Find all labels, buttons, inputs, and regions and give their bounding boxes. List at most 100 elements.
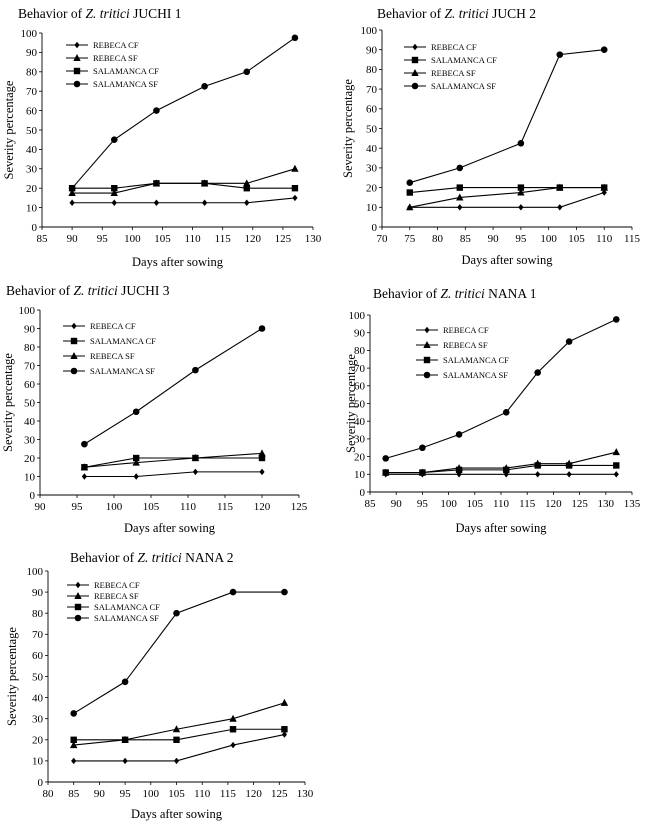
data-point (565, 462, 573, 469)
x-tick-label: 95 (97, 233, 109, 245)
y-tick-label: 20 (354, 451, 366, 463)
series-line (84, 328, 263, 445)
y-tick-label: 30 (366, 163, 378, 175)
data-point (172, 725, 181, 733)
x-tick-label: 105 (568, 233, 585, 245)
x-tick-label: 135 (624, 498, 641, 510)
data-point (80, 463, 89, 471)
data-point (556, 51, 564, 58)
y-tick-label: 10 (24, 471, 36, 483)
data-point (406, 179, 414, 186)
series-line (72, 182, 295, 189)
chart-title-species: Z. tritici (444, 6, 489, 21)
legend-marker (423, 341, 431, 348)
data-point (132, 408, 140, 416)
data-point (110, 189, 118, 197)
y-tick-label: 100 (361, 25, 378, 37)
data-point (517, 139, 525, 147)
legend-marker (411, 69, 419, 76)
data-point (153, 107, 160, 114)
legend-marker (74, 592, 82, 599)
legend-marker (70, 352, 78, 359)
series-rebeca-cf (71, 731, 288, 765)
x-axis-label: Days after sowing (131, 807, 223, 821)
y-tick-label: 10 (354, 469, 366, 481)
y-axis-label: Severity percentage (341, 79, 355, 178)
x-tick-label: 115 (519, 498, 536, 510)
data-point (70, 741, 78, 749)
legend-label: SALAMANCA CF (94, 602, 160, 612)
data-point (243, 68, 251, 76)
chart-panel-3: Behavior of Z. tritici JUCHI 3 0 10 20 30 40 5… (1, 283, 308, 535)
data-point (133, 454, 140, 462)
legend-marker (73, 80, 81, 88)
chart-title: Behavior of Z. tritici NANA 2 (70, 550, 234, 565)
series-rebeca-sf (406, 183, 608, 211)
y-tick-label: 20 (26, 183, 38, 195)
legend-marker (73, 54, 81, 61)
x-tick-label: 90 (391, 498, 403, 510)
legend-label: SALAMANCA SF (93, 79, 158, 89)
series-rebeca-sf (68, 164, 299, 197)
y-tick-label: 80 (32, 608, 44, 620)
legend-marker (423, 356, 431, 364)
legend-label: REBECA CF (94, 580, 140, 590)
x-tick-label: 95 (417, 498, 429, 510)
data-point (613, 471, 619, 478)
data-point (258, 325, 266, 332)
x-tick-label: 70 (377, 233, 389, 245)
x-axis-label: Days after sowing (456, 521, 548, 535)
y-tick-label: 20 (24, 453, 36, 465)
y-tick-label: 80 (24, 342, 36, 354)
y-tick-label: 30 (32, 714, 44, 726)
x-tick-label: 85 (365, 498, 377, 510)
data-point (455, 431, 463, 438)
y-tick-label: 40 (366, 143, 378, 155)
y-tick-label: 0 (30, 490, 36, 502)
x-tick-label: 125 (571, 498, 588, 510)
legend-label: REBECA CF (431, 42, 477, 52)
data-point (122, 757, 128, 765)
x-tick-label: 115 (215, 233, 232, 245)
chart-title-prefix: Behavior of (6, 283, 73, 298)
chart-title-prefix: Behavior of (70, 550, 137, 565)
data-point (230, 741, 236, 749)
y-tick-label: 60 (32, 650, 44, 662)
legend-label: SALAMANCA SF (443, 370, 508, 380)
x-tick-label: 125 (291, 501, 308, 513)
data-point (173, 757, 180, 765)
chart-panel-1: Behavior of Z. tritici JUCHI 1 0 10 20 30 40 5… (2, 6, 322, 269)
chart-panel-2: Behavior of Z. tritici JUCH 2 0 10 20 30 40 50… (341, 6, 641, 267)
data-point (502, 409, 510, 416)
data-point (281, 726, 288, 733)
data-point (68, 184, 76, 192)
y-tick-label: 10 (32, 756, 44, 768)
y-tick-label: 30 (26, 164, 38, 176)
x-tick-label: 100 (440, 498, 457, 510)
data-point (69, 199, 75, 206)
data-point (406, 203, 414, 211)
data-point (534, 462, 541, 469)
series-rebeca-sf (80, 449, 266, 471)
legend-label: SALAMANCA CF (90, 336, 156, 346)
data-point (173, 609, 180, 617)
x-tick-label: 110 (185, 233, 202, 245)
series-line (409, 187, 605, 208)
x-axis-label: Days after sowing (462, 253, 554, 267)
legend-marker (411, 82, 419, 90)
series-salamanca-cf (81, 454, 266, 471)
x-tick-label: 115 (624, 233, 641, 245)
series-line (385, 318, 617, 459)
data-point (70, 736, 77, 743)
y-tick-label: 50 (354, 398, 366, 410)
y-axis-label: Severity percentage (5, 627, 19, 726)
legend-marker (73, 67, 81, 75)
chart-title-suffix: NANA 2 (182, 550, 234, 565)
x-axis-label: Days after sowing (124, 521, 216, 535)
legend-label: REBECA SF (431, 68, 476, 78)
data-point (133, 473, 139, 480)
x-tick-label: 75 (404, 233, 416, 245)
series-salamanca-cf (68, 180, 299, 192)
data-point (456, 193, 464, 201)
data-point (556, 183, 564, 191)
